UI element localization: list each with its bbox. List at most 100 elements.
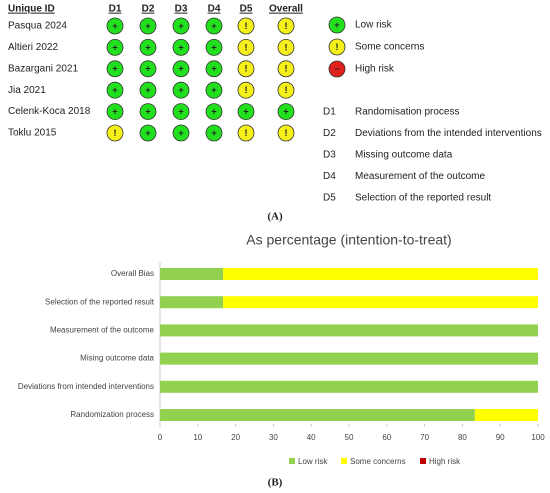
- bar-segment: [160, 380, 538, 393]
- domain-code: D2: [323, 128, 336, 139]
- y-tick-label: Mising outcome data: [80, 354, 154, 363]
- judgement-symbol: +: [145, 21, 150, 31]
- caption-b: (B): [268, 477, 283, 489]
- column-header: D5: [240, 4, 253, 15]
- study-name: Bazargani 2021: [8, 63, 78, 74]
- judgement-symbol: −: [334, 64, 339, 74]
- judgement-symbol: !: [285, 64, 288, 74]
- domain-judgement: [106, 103, 124, 120]
- x-tick-label: 60: [382, 433, 391, 442]
- x-tick-label: 90: [496, 433, 505, 442]
- domain-code: D1: [323, 107, 336, 118]
- bar-segment: [160, 352, 538, 365]
- domain-judgement: [172, 124, 190, 142]
- domain-judgement: [172, 17, 190, 35]
- column-header: Overall: [269, 4, 303, 15]
- y-tick-label: Selection of the reported result: [45, 297, 155, 306]
- judgement-symbol: !: [285, 128, 288, 138]
- domain-judgement: [237, 60, 255, 78]
- domain-label: Missing outcome data: [355, 150, 453, 161]
- y-tick-label: Deviations from intended interventions: [18, 382, 154, 391]
- legend-swatch: [420, 458, 426, 464]
- domain-judgement: [139, 60, 157, 78]
- study-name: Toklu 2015: [8, 128, 57, 139]
- domain-judgement: [205, 103, 223, 120]
- legend-marker: [328, 60, 346, 78]
- study-name: Celenk-Koca 2018: [8, 106, 91, 117]
- x-tick-label: 100: [531, 433, 545, 442]
- study-name: Jia 2021: [8, 85, 46, 96]
- x-tick-label: 30: [269, 433, 278, 442]
- column-header: D1: [109, 4, 122, 15]
- judgement-symbol: !: [245, 128, 248, 138]
- study-name: Pasqua 2024: [8, 21, 67, 32]
- domain-code: D3: [323, 150, 336, 161]
- judgement-symbol: +: [112, 21, 117, 31]
- judgement-symbol: !: [245, 21, 248, 31]
- overall-judgement: [277, 60, 295, 78]
- judgement-symbol: +: [145, 85, 150, 95]
- judgement-symbol: +: [211, 42, 216, 52]
- judgement-symbol: +: [211, 106, 216, 116]
- study-name: Altieri 2022: [8, 42, 58, 53]
- legend-marker: [328, 38, 346, 56]
- bar-segment: [160, 409, 475, 421]
- domain-judgement: [172, 103, 190, 120]
- judgement-symbol: +: [178, 64, 183, 74]
- domain-judgement: [237, 103, 255, 120]
- legend-label: Low risk: [298, 457, 328, 466]
- domain-judgement: [139, 81, 157, 99]
- judgement-symbol: !: [336, 42, 339, 52]
- x-tick-label: 80: [458, 433, 467, 442]
- bar-segment: [160, 324, 538, 337]
- column-header: D3: [175, 4, 188, 15]
- x-tick-label: 10: [193, 433, 202, 442]
- bar-segment: [223, 296, 538, 309]
- domain-judgement: [106, 39, 124, 56]
- legend-label: High risk: [355, 64, 395, 75]
- column-header: Unique ID: [8, 4, 55, 15]
- judgement-symbol: +: [178, 128, 183, 138]
- y-tick-label: Randomization process: [70, 410, 154, 419]
- judgement-symbol: +: [211, 64, 216, 74]
- domain-judgement: [237, 124, 255, 142]
- domain-judgement: [237, 17, 255, 35]
- legend-label: High risk: [429, 457, 461, 466]
- domain-judgement: [106, 124, 124, 142]
- judgement-symbol: +: [283, 106, 288, 116]
- y-tick-label: Overall Bias: [111, 269, 154, 278]
- x-tick-label: 70: [420, 433, 429, 442]
- judgement-symbol: +: [145, 42, 150, 52]
- legend-label: Some concerns: [350, 457, 406, 466]
- domain-code: D5: [323, 193, 336, 204]
- overall-judgement: [277, 39, 295, 56]
- domain-judgement: [237, 39, 255, 56]
- judgement-symbol: !: [114, 128, 117, 138]
- judgement-symbol: +: [145, 106, 150, 116]
- domain-judgement: [237, 81, 255, 99]
- judgement-symbol: +: [211, 128, 216, 138]
- domain-judgement: [139, 17, 157, 35]
- judgement-symbol: +: [178, 42, 183, 52]
- overall-judgement: [277, 124, 295, 142]
- domain-label: Deviations from the intended interventio…: [355, 128, 542, 139]
- legend-label: Some concerns: [355, 42, 424, 53]
- x-tick-label: 0: [158, 433, 163, 442]
- judgement-symbol: +: [211, 21, 216, 31]
- judgement-symbol: !: [285, 21, 288, 31]
- bar-segment: [223, 268, 538, 280]
- judgement-symbol: !: [245, 64, 248, 74]
- overall-judgement: [277, 103, 295, 120]
- column-header: D2: [142, 4, 155, 15]
- domain-judgement: [139, 124, 157, 142]
- domain-judgement: [205, 39, 223, 56]
- domain-label: Randomisation process: [355, 107, 460, 118]
- domain-judgement: [205, 17, 223, 35]
- bar-segment: [474, 409, 538, 421]
- judgement-symbol: !: [245, 42, 248, 52]
- bar-segment: [160, 268, 224, 280]
- y-tick-label: Measurement of the outcome: [50, 326, 155, 335]
- judgement-symbol: +: [112, 106, 117, 116]
- domain-judgement: [106, 81, 124, 99]
